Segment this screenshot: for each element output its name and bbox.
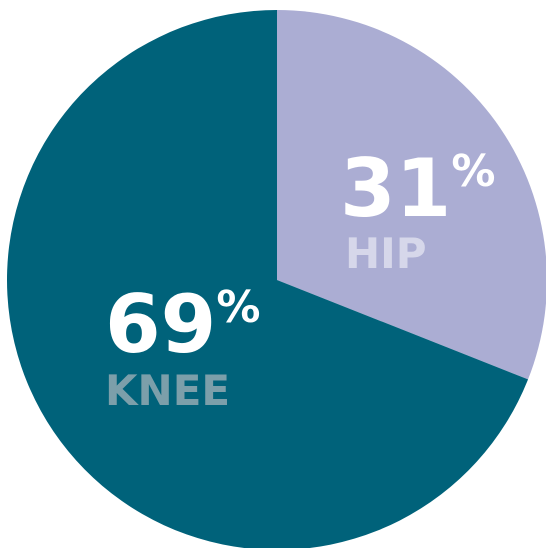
category-label: HIP [345,229,427,278]
value-label: 31% [340,142,495,235]
value-unit: % [216,282,260,333]
category-label: KNEE [105,366,230,415]
pie-slice [7,10,529,548]
value-unit: % [451,146,495,197]
pie-slice [277,10,546,380]
value-label: 69% [105,278,260,371]
value-number: 31 [340,142,451,235]
value-number: 69 [105,278,216,371]
